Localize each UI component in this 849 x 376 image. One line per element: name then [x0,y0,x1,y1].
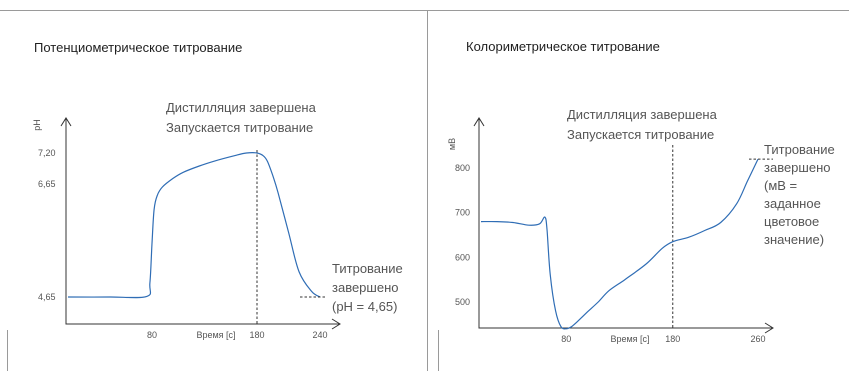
endpoint-annotation: завершено [332,280,398,295]
y-tick-label: 7,20 [38,148,56,158]
y-tick-label: 500 [455,297,470,307]
axes [65,118,340,325]
potentiometric-chart: pH 7,20 6,65 4,65 80 180 240 Время [с] Дистилляц… [32,100,403,340]
x-tick-label: 80 [561,334,571,344]
potentiometric-chart-panel: Потенциометрическое титрование pH 7,20 6,6… [0,0,426,371]
x-tick-label: 260 [750,334,765,344]
panel-divider [427,10,428,371]
x-axis-label: Время [с] [196,330,235,340]
axes [478,118,773,329]
x-tick-label: 240 [312,330,327,340]
x-axis-label: Время [с] [610,334,649,344]
y-tick-label: 4,65 [38,292,56,302]
left-edge-line [7,330,8,371]
distillation-annotation: Дистилляция завершена [166,100,317,115]
y-tick-label: 600 [455,252,470,262]
titration-curve [67,152,321,299]
colorimetric-chart-panel: Колориметрическое титрование мВ 800 700 600… [428,0,849,371]
distillation-annotation: Дистилляция завершена [567,107,718,122]
distillation-annotation: Запускается титрование [166,120,313,135]
endpoint-annotation: Титрование [332,261,403,276]
chart-title: Колориметрическое титрование [466,39,660,54]
endpoint-annotation: цветовое [764,214,819,229]
endpoint-annotation: завершено [764,160,830,175]
y-axis-label: pH [32,119,42,131]
y-axis-arrow [473,117,485,127]
x-tick-label: 180 [665,334,680,344]
top-border-left [0,10,427,11]
x-axis-arrow [331,318,341,330]
x-axis-arrow [764,322,774,334]
y-tick-label: 700 [455,208,470,218]
y-tick-label: 6,65 [38,179,56,189]
endpoint-annotation: заданное [764,196,821,211]
top-border-right [427,10,849,11]
endpoint-annotation: (pH = 4,65) [332,299,397,314]
endpoint-annotation: Титрование [764,142,835,157]
chart-title: Потенциометрическое титрование [34,40,243,55]
y-axis-label: мВ [447,138,457,150]
endpoint-annotation: (мВ = [764,178,797,193]
colorimetric-chart: мВ 800 700 600 500 80 180 260 Время [с] Дистилляц… [447,107,835,344]
left-edge-line [438,330,439,371]
distillation-annotation: Запускается титрование [567,127,714,142]
x-tick-label: 180 [249,330,264,340]
endpoint-annotation: значение) [764,232,824,247]
titration-curve [480,158,759,330]
y-tick-label: 800 [455,163,470,173]
y-axis-arrow [60,117,72,127]
x-tick-label: 80 [147,330,157,340]
